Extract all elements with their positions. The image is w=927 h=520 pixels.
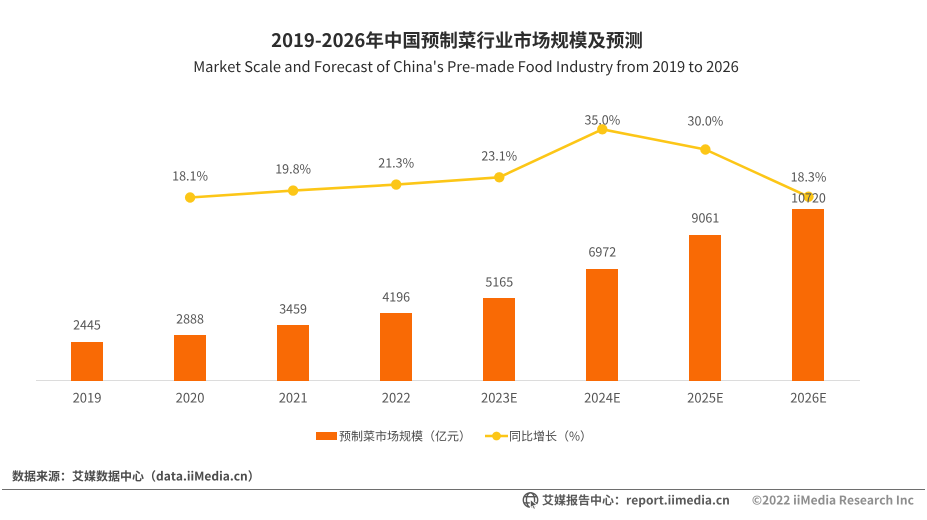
source-note: 数据来源：艾媒数据中心（data.iiMedia.cn） [12, 467, 260, 485]
bar-value-label: 4196 [382, 286, 411, 306]
bar-2026E [792, 208, 825, 381]
growth-value-label: 18.3% [790, 166, 827, 186]
x-tick-label: 2026E [790, 387, 827, 407]
x-tick-label: 2020 [175, 387, 205, 407]
x-tick-label: 2022 [381, 387, 411, 407]
x-tick-label: 2021 [278, 387, 308, 407]
growth-value-label: 19.8% [275, 158, 312, 178]
growth-point-2026E [803, 191, 814, 202]
bar-2021 [277, 325, 310, 381]
legend-bar-label: 预制菜市场规模（亿元） [339, 427, 472, 445]
bar-2020 [174, 334, 207, 381]
legend-line-swatch [485, 431, 508, 441]
growth-value-label: 35.0% [584, 109, 621, 129]
growth-value-label: 23.1% [481, 145, 518, 165]
bar-value-label: 9061 [691, 207, 720, 227]
growth-point-2020 [184, 192, 196, 203]
globe-cursor-icon [522, 492, 539, 509]
chart-subtitle: Market Scale and Forecast of China's Pre… [193, 56, 739, 77]
x-tick-label: 2023E [481, 387, 518, 407]
footer-divider [2, 489, 925, 491]
growth-point-2023E [494, 172, 505, 183]
bar-value-label: 2888 [176, 308, 204, 328]
growth-point-2021 [287, 185, 299, 196]
bar-2024E [586, 268, 619, 381]
footer-brand: 艾媒报告中心： [542, 491, 627, 509]
chart-title: 2019-2026年中国预制菜行业市场规模及预测 [271, 27, 643, 53]
footer-url[interactable]: report.iimedia.cn [626, 491, 730, 509]
x-tick-label: 2025E [687, 387, 724, 407]
x-tick-label: 2019 [72, 387, 102, 407]
growth-value-label: 30.0% [687, 110, 724, 130]
bar-2022 [380, 313, 413, 381]
growth-value-label: 21.3% [378, 152, 415, 172]
legend-line-label: 同比增长（%） [509, 427, 593, 445]
bar-value-label: 5165 [485, 271, 514, 291]
footer: 艾媒报告中心： report.iimedia.cn ©2022 iiMedia … [522, 492, 914, 509]
legend-bar-swatch [316, 432, 337, 440]
bar-2023E [483, 297, 516, 381]
growth-point-2022 [391, 179, 402, 190]
x-tick-label: 2024E [584, 387, 621, 407]
bar-value-label: 10720 [791, 187, 826, 207]
bar-value-label: 3459 [279, 298, 308, 318]
footer-copyright: ©2022 iiMedia Research Inc [751, 491, 914, 509]
growth-line-chart [184, 124, 814, 203]
x-axis-line [36, 380, 860, 381]
bar-value-label: 2445 [73, 314, 101, 334]
growth-point-2024E [597, 124, 608, 135]
bar-value-label: 6972 [588, 241, 617, 261]
bar-2025E [689, 235, 722, 381]
bar-2019 [71, 341, 103, 381]
growth-point-2025E [700, 144, 711, 155]
growth-value-label: 18.1% [172, 165, 208, 185]
